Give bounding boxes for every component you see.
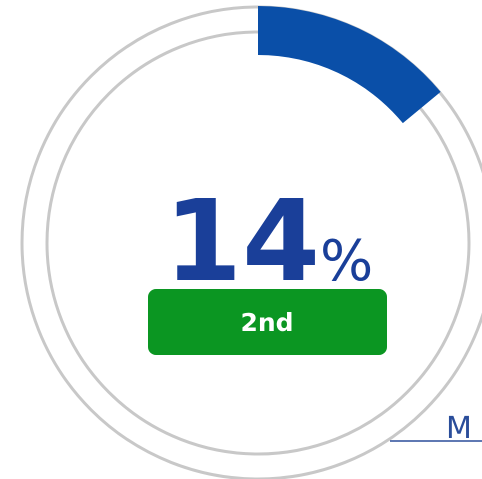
value-arc — [258, 6, 441, 124]
rank-badge — [148, 289, 387, 355]
rank-label: 2nd — [240, 308, 293, 337]
unit-label: % — [320, 229, 373, 294]
footer-link[interactable]: M — [446, 411, 472, 446]
marks — [258, 6, 441, 124]
value-label: 14 — [164, 177, 320, 307]
